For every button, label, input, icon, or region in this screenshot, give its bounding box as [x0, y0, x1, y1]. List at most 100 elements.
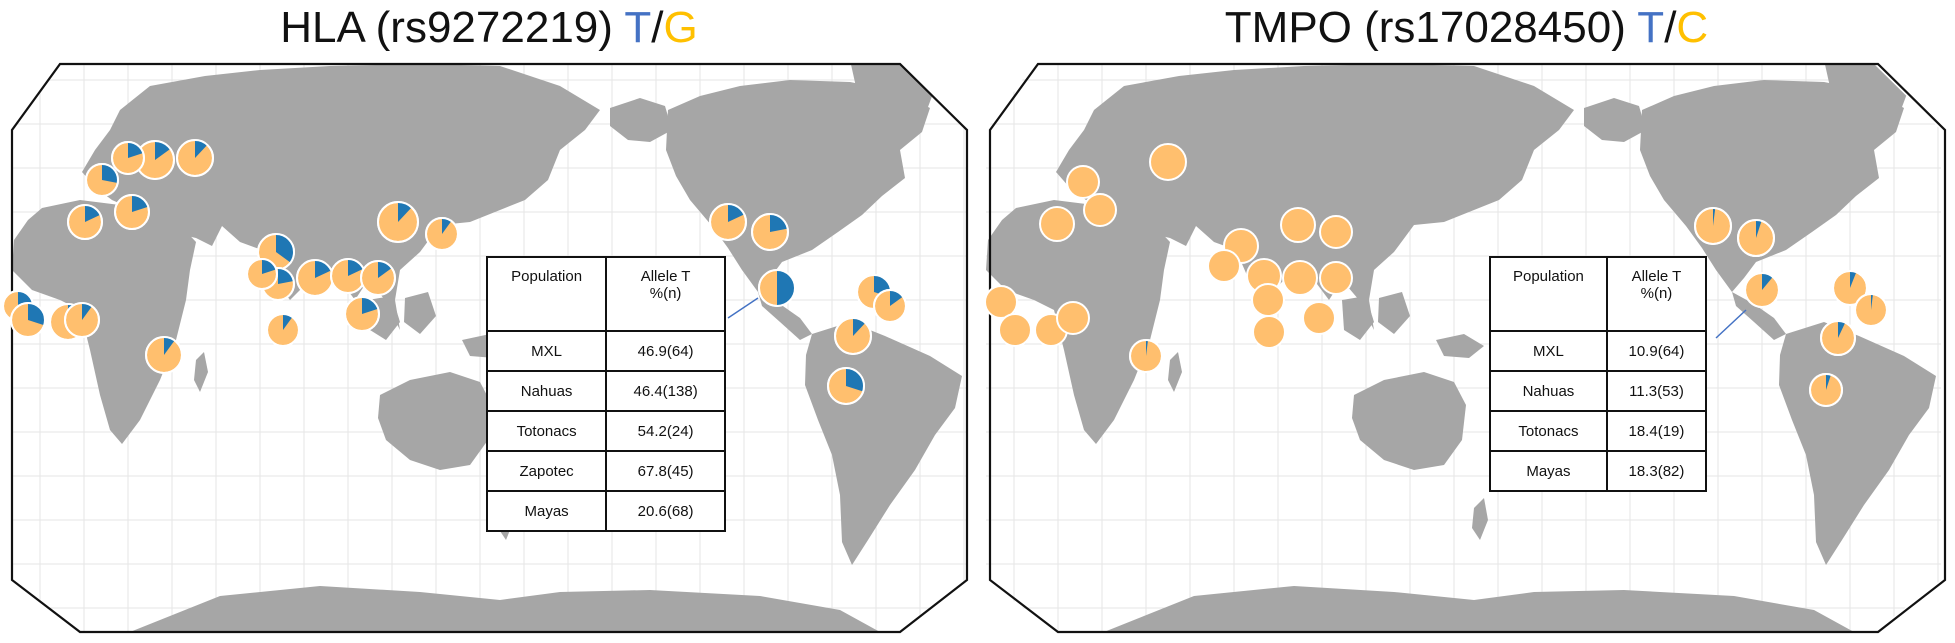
population-pie [998, 313, 1032, 347]
map-content [12, 64, 967, 632]
population-cell: Mayas [485, 490, 608, 532]
population-pie [111, 141, 145, 175]
population-pie [1854, 293, 1888, 327]
pie-t-allele [398, 202, 412, 222]
population-pie [246, 258, 278, 290]
population-pie [1252, 315, 1286, 349]
pie-border [246, 258, 278, 290]
pie-border [1832, 270, 1868, 306]
pie-other-allele [1252, 315, 1286, 349]
pie-t-allele [262, 259, 277, 274]
header-population: Population [485, 256, 608, 332]
pie-t-allele [82, 303, 92, 320]
land-australia [378, 372, 492, 470]
pie-t-allele [1713, 208, 1716, 226]
pie-border [1129, 339, 1163, 373]
pie-t-allele [777, 270, 795, 306]
population-pie [1083, 193, 1117, 227]
table-row: Nahuas 46.4(138) [485, 370, 726, 412]
pie-t-allele [102, 164, 118, 183]
population-pie [1207, 249, 1241, 283]
population-pie [873, 289, 907, 323]
population-pie [360, 260, 396, 296]
panel-title-text: HLA (rs9272219) [280, 3, 613, 52]
value-cell: 18.3(82) [1605, 450, 1708, 492]
population-pie [114, 194, 150, 230]
table-header-row: Population Allele T %(n) [485, 256, 726, 332]
header-allele-line2: %(n) [1640, 285, 1673, 302]
panel-title-hla: HLA (rs9272219) T/G [0, 0, 978, 58]
population-pie [377, 201, 419, 243]
pie-border [377, 201, 419, 243]
pie-t-allele [1850, 271, 1857, 288]
allele-t-label: T [1637, 3, 1665, 52]
pie-border [834, 317, 872, 355]
mexico-leader-line [1715, 309, 1747, 339]
population-cell: Totonacs [1489, 410, 1608, 452]
pie-t-allele [28, 303, 46, 326]
pie-t-allele [1838, 321, 1846, 338]
population-cell: Nahuas [1489, 370, 1608, 412]
population-pie [64, 302, 100, 338]
table-row: Mayas 18.3(82) [1489, 450, 1708, 492]
pie-t-allele [195, 140, 208, 158]
pie-other-allele [984, 285, 1018, 319]
value-cell: 18.4(19) [1605, 410, 1708, 452]
population-pie [296, 259, 334, 297]
population-pie [1319, 215, 1353, 249]
header-allele-line1: Allele T [640, 268, 691, 285]
population-pie [330, 258, 366, 294]
panel-tmpo: TMPO (rs17028450) T/C Population Allele … [978, 0, 1955, 643]
pie-t-allele [1871, 294, 1874, 310]
value-cell: 11.3(53) [1605, 370, 1708, 412]
pie-border [873, 289, 907, 323]
map-frame [988, 62, 1947, 634]
allele-g-label: G [663, 3, 698, 52]
population-cell: Mayas [1489, 450, 1608, 492]
population-pie [1820, 320, 1856, 356]
pie-border [709, 203, 747, 241]
value-cell: 20.6(68) [605, 490, 726, 532]
land-new-zealand [1472, 498, 1488, 540]
pie-other-allele [1251, 283, 1285, 317]
land-antarctica [130, 586, 880, 632]
population-cell: MXL [485, 330, 608, 372]
population-pie [176, 139, 214, 177]
table-row: Nahuas 11.3(53) [1489, 370, 1708, 412]
land-central-america [1732, 292, 1786, 340]
pie-t-allele [728, 204, 745, 222]
header-population: Population [1489, 256, 1608, 332]
population-pie [984, 285, 1018, 319]
pie-t-allele [1756, 220, 1762, 238]
population-pie [1282, 260, 1318, 296]
table-row: Mayas 20.6(68) [485, 490, 726, 532]
pie-t-allele [164, 337, 175, 355]
map-frame [10, 62, 969, 634]
pie-border [85, 163, 119, 197]
land-borneo [404, 292, 436, 334]
pie-border [1694, 207, 1732, 245]
land-antarctica [1104, 586, 1854, 632]
pie-other-allele [1207, 249, 1241, 283]
table-row: Zapotec 67.8(45) [485, 450, 726, 492]
pie-border [751, 213, 789, 251]
pie-other-allele [1149, 143, 1187, 181]
population-pie [1737, 219, 1775, 257]
frequency-table-hla: Population Allele T %(n) MXL 46.9(64) Na… [485, 256, 726, 532]
population-pie [145, 336, 183, 374]
pie-border [827, 367, 865, 405]
population-pie [827, 367, 865, 405]
population-pie [1251, 283, 1285, 317]
pie-border [111, 141, 145, 175]
pie-border [1737, 219, 1775, 257]
pie-other-allele [1302, 301, 1336, 335]
table-row: MXL 46.9(64) [485, 330, 726, 372]
pie-t-allele [770, 214, 788, 232]
table-row: Totonacs 54.2(24) [485, 410, 726, 452]
pie-border [1854, 293, 1888, 327]
pie-t-allele [278, 268, 294, 284]
population-pie [1302, 301, 1336, 335]
land-alaska [1584, 98, 1646, 142]
table-header-row: Population Allele T %(n) [1489, 256, 1708, 332]
pie-other-allele [1066, 165, 1100, 199]
